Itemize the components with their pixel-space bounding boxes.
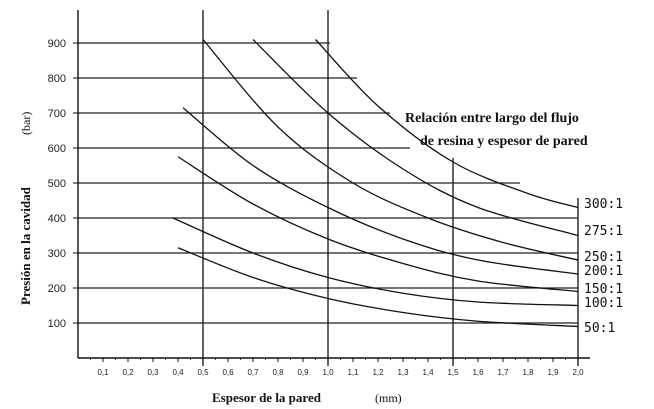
x-axis-unit: (mm)	[375, 391, 402, 405]
y-tick-group: 100 200 300 400 500 600 700 800 900	[48, 38, 78, 330]
series-label: 250:1	[584, 250, 623, 265]
series-line	[177, 247, 579, 328]
series-label: 150:1	[584, 282, 623, 297]
x-tick-label: 0,6	[222, 368, 234, 377]
x-tick-label: 1,6	[472, 368, 484, 377]
x-tick-label: 2,0	[572, 368, 584, 377]
x-tick-label: 1,9	[547, 368, 559, 377]
x-axis-label: Espesor de la pared	[212, 390, 322, 405]
series-label: 100:1	[584, 296, 623, 311]
y-tick-label: 100	[48, 318, 66, 330]
series-line	[315, 39, 579, 209]
annotation-line-1: Relación entre largo del flujo	[405, 111, 579, 126]
annotation-line-2: de resina y espesor de pared	[420, 134, 588, 149]
x-tick-label: 1,5	[447, 368, 459, 377]
series-label: 275:1	[584, 224, 623, 239]
x-tick-label: 1,8	[522, 368, 534, 377]
y-tick-label: 800	[48, 73, 66, 85]
y-tick-label: 200	[48, 283, 66, 295]
y-tick-label: 300	[48, 248, 66, 260]
series-label: 300:1	[584, 197, 623, 212]
x-tick-group: 0,1 0,2 0,3 0,4 0,5 0,6 0,7 0,8 0,9 1,0 1,1 1,2 1,3 1…	[90, 358, 584, 377]
series-line	[172, 217, 579, 307]
series-line	[177, 156, 579, 293]
x-tick-label: 0,2	[122, 368, 134, 377]
x-tick-label: 1,2	[372, 368, 384, 377]
axes	[77, 10, 590, 359]
x-tick-label: 0,8	[272, 368, 284, 377]
x-tick-label: 0,7	[247, 368, 259, 377]
series-group	[172, 39, 579, 328]
y-axis-unit: (bar)	[19, 112, 33, 135]
y-tick-label: 700	[48, 108, 66, 120]
x-tick-label: 1,3	[397, 368, 409, 377]
x-tick-label: 0,3	[147, 368, 159, 377]
series-line	[202, 39, 579, 261]
y-tick-label: 600	[48, 143, 66, 155]
x-tick-label: 0,9	[297, 368, 309, 377]
series-line	[182, 107, 579, 275]
x-tick-label: 1,1	[347, 368, 359, 377]
series-label: 200:1	[584, 264, 623, 279]
y-tick-label: 400	[48, 213, 66, 225]
series-line	[252, 39, 579, 237]
y-tick-label: 900	[48, 38, 66, 50]
x-tick-label: 1,7	[497, 368, 509, 377]
x-tick-label: 0,5	[197, 368, 209, 377]
x-tick-label: 1,4	[422, 368, 434, 377]
y-axis-label: Presión en la cavidad	[18, 186, 33, 305]
y-tick-label: 500	[48, 178, 66, 190]
grid-lines	[78, 10, 579, 366]
x-tick-label: 0,4	[172, 368, 184, 377]
series-label: 50:1	[584, 321, 615, 336]
x-tick-label: 0,1	[97, 368, 109, 377]
x-tick-label: 1,0	[322, 368, 334, 377]
